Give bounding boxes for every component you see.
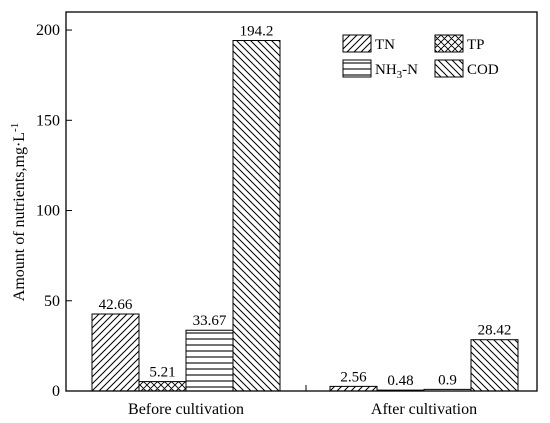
y-axis-label-superscript: -1: [9, 123, 21, 132]
bar-cod-after: [470, 339, 519, 392]
bar-tn-after: [329, 385, 378, 392]
legend-swatch-cod: [434, 59, 464, 78]
value-label: 5.21: [149, 365, 175, 381]
legend-label-tp: TP: [467, 37, 485, 53]
value-label: 194.2: [240, 24, 274, 40]
value-label: 33.67: [193, 313, 227, 329]
plot-frame: [65, 11, 538, 392]
bar-tn-before: [91, 313, 140, 392]
legend: TN TP NH3-N COD: [342, 34, 499, 81]
value-label: 0.9: [438, 372, 457, 388]
y-tick-label: 200: [36, 22, 60, 39]
legend-swatch-tp: [434, 34, 464, 53]
value-label: 0.48: [387, 373, 413, 389]
y-tick-label: 150: [36, 112, 60, 129]
y-axis-ticks: 0 50 100 150 200: [36, 22, 72, 400]
y-tick-label: 50: [44, 293, 60, 310]
legend-swatch-tn: [342, 34, 372, 53]
value-label: 42.66: [99, 297, 133, 313]
legend-label-nh: NH3-N: [375, 62, 418, 81]
value-labels: 42.66 5.21 33.67 194.2 2.56 0.48 0.9 28.42: [99, 24, 512, 390]
bar-cod-before: [232, 40, 281, 392]
value-label: 28.42: [478, 323, 512, 339]
value-label: 2.56: [340, 369, 367, 385]
bars: [91, 40, 519, 392]
y-axis-label: Amount of nutrients,mg·L-1: [9, 123, 28, 301]
legend-label-tn: TN: [375, 37, 395, 53]
y-tick-label: 100: [36, 203, 60, 220]
x-axis-labels: Before cultivation After cultivation: [128, 401, 477, 418]
y-tick-label: 0: [52, 383, 60, 400]
bar-tp-before: [138, 381, 187, 392]
bar-nh-before: [185, 329, 234, 392]
x-category-label: Before cultivation: [128, 401, 244, 418]
legend-swatch-nh: [342, 59, 372, 78]
x-category-label: After cultivation: [371, 401, 477, 418]
y-axis-label-text: Amount of nutrients,mg·L: [11, 132, 28, 301]
legend-label-cod: COD: [467, 62, 499, 78]
